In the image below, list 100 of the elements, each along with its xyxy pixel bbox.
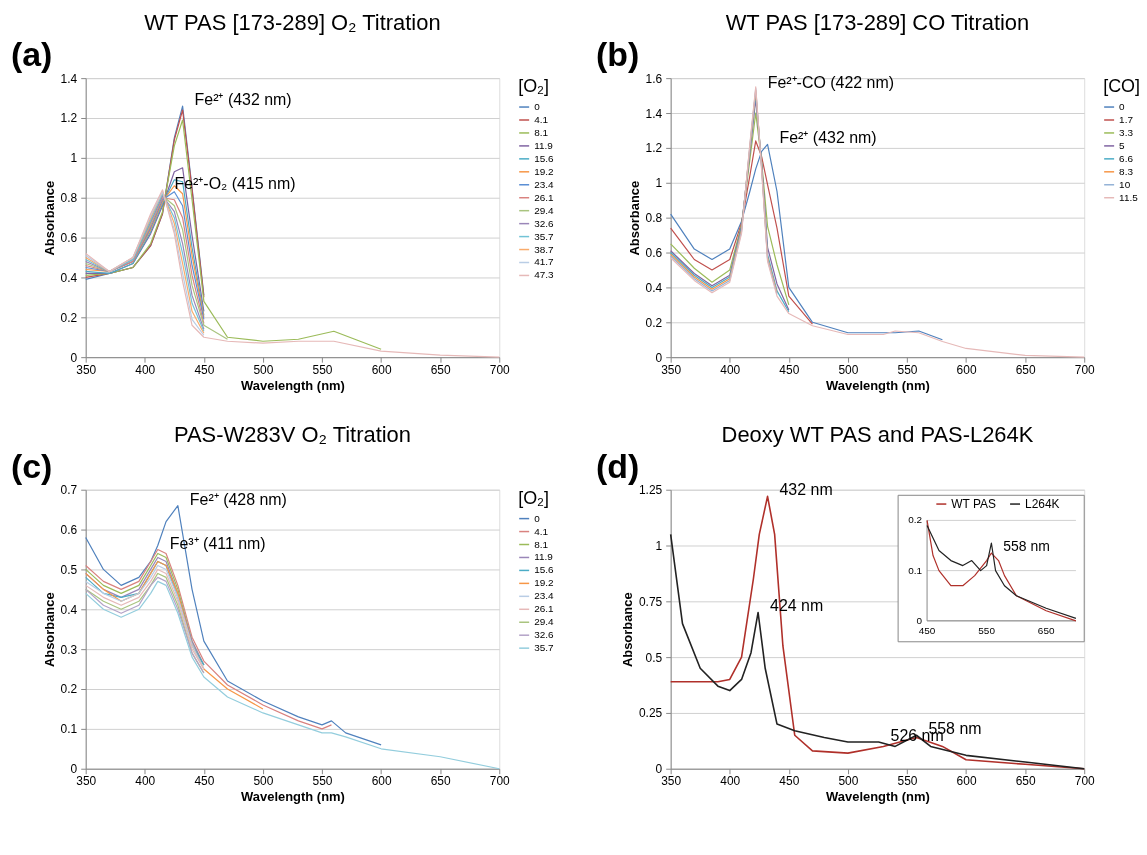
x-tick-label: 400 <box>720 774 741 789</box>
y-tick-label: 1.2 <box>60 111 78 126</box>
x-tick-label: 550 <box>312 362 333 377</box>
legend-label: 38.7 <box>534 243 554 255</box>
chart-title: WT PAS [173-289] O₂ Titration <box>144 10 441 36</box>
annotation: Fe²⁺-CO (422 nm) <box>767 73 895 91</box>
x-tick-label: 600 <box>371 362 392 377</box>
x-tick-label: 400 <box>135 362 156 377</box>
annotation: 558 nm <box>1003 538 1050 555</box>
x-tick-label: 600 <box>371 774 392 789</box>
chart-title: Deoxy WT PAS and PAS-L264K <box>721 421 1034 447</box>
legend-label: 5 <box>1119 139 1126 151</box>
legend-label: 41.7 <box>534 256 554 268</box>
legend-label: 1.7 <box>1119 113 1134 125</box>
y-tick-label: 0.6 <box>645 246 663 261</box>
legend-label: 19.2 <box>534 577 554 589</box>
y-tick-label: 1.6 <box>645 71 663 86</box>
legend-label: 0 <box>534 101 541 113</box>
x-tick-label: 600 <box>956 774 977 789</box>
x-tick-label: 550 <box>897 362 918 377</box>
x-axis-title: Wavelength (nm) <box>826 789 930 805</box>
text: (a) <box>10 35 53 74</box>
y-tick-label: 1 <box>655 176 663 191</box>
x-tick-label: 500 <box>253 362 274 377</box>
y-tick-label: 1 <box>70 151 78 166</box>
text: (b) <box>595 35 640 74</box>
x-tick-label: 500 <box>253 774 274 789</box>
legend-label: 11.9 <box>534 551 554 563</box>
x-tick-label: 550 <box>897 774 918 789</box>
annotation: Fe³⁺ (411 nm) <box>169 534 266 552</box>
x-tick-label: 550 <box>312 774 333 789</box>
y-tick-label: 0.2 <box>60 682 78 697</box>
y-tick-label: 0.4 <box>645 280 663 295</box>
y-tick-label: 0.6 <box>60 231 78 246</box>
x-tick-label: 350 <box>76 362 97 377</box>
legend-label: 47.3 <box>534 269 554 281</box>
legend-label: 26.1 <box>534 603 554 615</box>
legend-label: 29.4 <box>534 204 554 216</box>
legend-label: 15.6 <box>534 152 554 164</box>
y-axis-title: Absorbance <box>41 592 57 668</box>
y-tick-label: 0.1 <box>60 722 78 737</box>
annotation: Fe²⁺ (428 nm) <box>189 490 287 508</box>
legend-label: 4.1 <box>534 113 549 125</box>
y-tick-label: 1.25 <box>638 483 663 498</box>
legend-label: 4.1 <box>534 525 549 537</box>
y-tick-label: 0.5 <box>645 650 663 665</box>
x-axis-title: Wavelength (nm) <box>826 377 930 393</box>
y-tick-label: 0.2 <box>60 310 78 325</box>
y-axis-title: Absorbance <box>41 180 57 256</box>
legend-label: WT PAS <box>951 497 996 512</box>
x-tick-label: 500 <box>838 774 859 789</box>
legend-label: 26.1 <box>534 191 554 203</box>
y-tick-label: 1.4 <box>60 71 78 86</box>
x-tick-label: 550 <box>978 624 996 636</box>
x-tick-label: 650 <box>1015 362 1036 377</box>
y-axis-title: Absorbance <box>619 592 635 668</box>
y-tick-label: 0.3 <box>60 642 78 657</box>
legend-label: 8.1 <box>534 126 549 138</box>
y-tick-label: 0.25 <box>638 706 663 721</box>
legend-label: 19.2 <box>534 165 554 177</box>
y-tick-label: 0 <box>916 614 923 626</box>
legend-title: [O₂] <box>518 76 550 97</box>
x-tick-label: 450 <box>194 774 215 789</box>
legend-label: 23.4 <box>534 178 554 190</box>
legend-label: L264K <box>1025 497 1060 512</box>
text: (c) <box>10 446 53 485</box>
legend-label: 3.3 <box>1119 126 1134 138</box>
y-tick-label: 0.2 <box>908 514 923 526</box>
y-tick-label: 0 <box>70 762 78 777</box>
annotation: Fe²⁺ (432 nm) <box>779 129 877 147</box>
annotation: Fe²⁺ (432 nm) <box>194 91 292 109</box>
x-tick-label: 700 <box>1074 362 1096 377</box>
y-tick-label: 0.4 <box>60 270 78 285</box>
x-tick-label: 450 <box>194 362 215 377</box>
x-tick-label: 650 <box>430 362 451 377</box>
y-tick-label: 0.8 <box>60 191 78 206</box>
chart-title: PAS-W283V O₂ Titration <box>173 421 411 447</box>
x-tick-label: 450 <box>779 774 800 789</box>
legend-label: 11.9 <box>534 139 554 151</box>
legend-label: 35.7 <box>534 642 554 654</box>
x-tick-label: 700 <box>489 774 511 789</box>
annotation: 432 nm <box>779 481 833 499</box>
legend-title: [O₂] <box>518 487 550 508</box>
y-tick-label: 0.75 <box>638 594 663 609</box>
x-tick-label: 650 <box>1037 624 1055 636</box>
y-tick-label: 0.7 <box>60 483 78 498</box>
legend-label: 8.3 <box>1119 165 1134 177</box>
legend-label: 11.5 <box>1119 191 1139 203</box>
x-axis-title: Wavelength (nm) <box>241 789 345 805</box>
x-tick-label: 400 <box>135 774 156 789</box>
legend-label: 32.6 <box>534 629 554 641</box>
y-axis-title: Absorbance <box>626 180 642 256</box>
x-tick-label: 350 <box>661 774 682 789</box>
y-tick-label: 0.5 <box>60 562 78 577</box>
legend-label: 6.6 <box>1119 152 1134 164</box>
text: (d) <box>595 446 640 485</box>
x-tick-label: 400 <box>720 362 741 377</box>
legend-label: 10 <box>1119 178 1131 190</box>
x-tick-label: 450 <box>918 624 936 636</box>
x-tick-label: 350 <box>76 774 97 789</box>
